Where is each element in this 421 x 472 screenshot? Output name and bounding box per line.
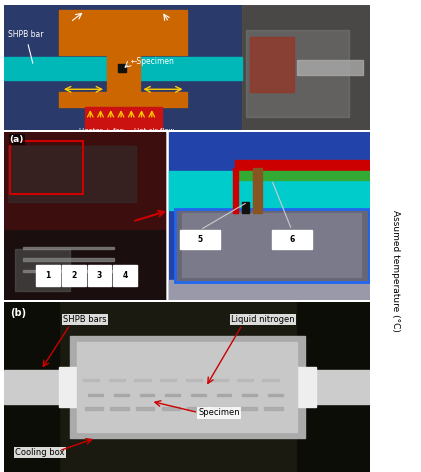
Bar: [59, 10, 187, 55]
Text: Liquid nitrogen: Liquid nitrogen: [231, 315, 295, 324]
Text: SHPB bar: SHPB bar: [8, 30, 43, 63]
Text: 5: 5: [197, 235, 203, 244]
Bar: [175, 209, 369, 282]
Bar: [186, 379, 202, 381]
Bar: [246, 30, 349, 118]
Bar: [169, 132, 370, 300]
Bar: [23, 270, 114, 272]
Bar: [4, 132, 165, 300]
Bar: [262, 379, 279, 381]
Bar: [37, 265, 60, 286]
Bar: [88, 394, 103, 396]
Text: Heater + fan: Heater + fan: [79, 128, 125, 134]
Bar: [133, 57, 242, 80]
Text: SHPB bars: SHPB bars: [63, 315, 107, 324]
Bar: [59, 93, 187, 107]
Bar: [237, 379, 253, 381]
Bar: [165, 394, 180, 396]
Bar: [136, 407, 155, 410]
Bar: [107, 55, 140, 93]
Text: Assumed temperature (°C): Assumed temperature (°C): [391, 211, 400, 332]
Bar: [187, 407, 206, 410]
Bar: [213, 407, 231, 410]
Bar: [118, 64, 126, 72]
Bar: [272, 230, 312, 249]
Bar: [62, 265, 85, 286]
Bar: [250, 37, 293, 93]
Bar: [297, 367, 316, 407]
Text: 4: 4: [123, 271, 128, 280]
Bar: [297, 60, 363, 75]
Bar: [113, 265, 137, 286]
Bar: [140, 394, 155, 396]
Text: Hot air flow: Hot air flow: [134, 128, 175, 134]
Text: (b): (b): [10, 308, 26, 318]
Bar: [180, 230, 220, 249]
Bar: [169, 280, 370, 300]
Text: 1: 1: [45, 271, 51, 280]
Bar: [242, 5, 370, 130]
Bar: [110, 407, 129, 410]
Bar: [4, 5, 242, 130]
Bar: [304, 370, 370, 404]
Text: Cooling box: Cooling box: [15, 448, 65, 457]
Bar: [253, 169, 262, 213]
Bar: [211, 379, 228, 381]
Bar: [114, 394, 129, 396]
Bar: [4, 302, 59, 472]
Bar: [176, 211, 367, 280]
Text: 2: 2: [71, 271, 77, 280]
Bar: [242, 202, 249, 213]
Bar: [77, 342, 297, 432]
Bar: [4, 57, 114, 80]
Bar: [182, 213, 361, 278]
Bar: [297, 302, 370, 472]
Bar: [235, 160, 370, 170]
Bar: [191, 394, 206, 396]
Text: 6: 6: [289, 235, 294, 244]
Bar: [4, 230, 165, 300]
Bar: [134, 379, 151, 381]
Bar: [242, 5, 370, 130]
Bar: [8, 146, 136, 202]
Bar: [10, 141, 83, 194]
Bar: [15, 250, 70, 291]
Text: ←Specimen: ←Specimen: [131, 57, 174, 66]
Text: (a): (a): [10, 135, 24, 144]
Bar: [217, 394, 231, 396]
Text: Specimen: Specimen: [198, 408, 240, 417]
Bar: [83, 379, 99, 381]
Bar: [4, 132, 165, 230]
Text: 3: 3: [97, 271, 102, 280]
Bar: [235, 171, 370, 180]
Bar: [23, 258, 114, 261]
Bar: [4, 370, 70, 404]
Bar: [23, 247, 114, 249]
Bar: [85, 407, 103, 410]
Bar: [162, 407, 180, 410]
Bar: [85, 107, 162, 128]
Bar: [70, 336, 304, 438]
Bar: [233, 169, 237, 213]
Bar: [88, 265, 111, 286]
Bar: [109, 379, 125, 381]
Bar: [264, 407, 282, 410]
Bar: [160, 379, 176, 381]
Bar: [59, 367, 77, 407]
Bar: [268, 394, 282, 396]
Bar: [169, 171, 370, 211]
Bar: [239, 407, 257, 410]
Bar: [242, 394, 257, 396]
